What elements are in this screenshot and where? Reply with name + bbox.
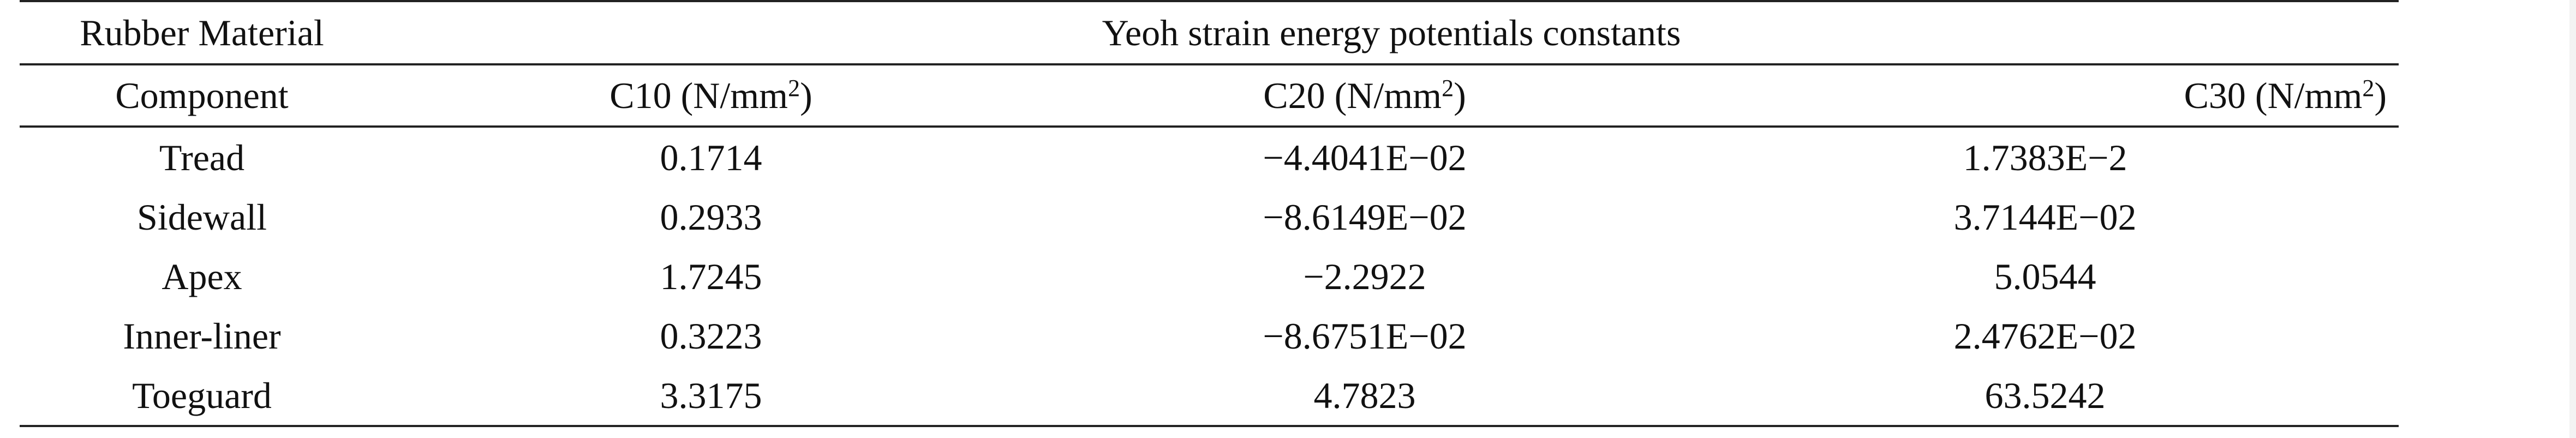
table-row: Apex 1.7245 −2.2922 5.0544 [20,247,2399,306]
page-edge-shade [2569,0,2576,438]
cell-c30: 63.5242 [1692,365,2399,427]
cell-c30: 1.7383E−2 [1963,136,2127,178]
cell-component: Sidewall [137,196,267,238]
cell-c10: 0.3223 [660,315,762,357]
table-row: Sidewall 0.2933 −8.6149E−02 3.7144E−02 [20,187,2399,247]
cell-c20: −8.6751E−02 [1263,315,1467,357]
column-header-c20-suffix: ) [1454,75,1466,116]
cell-c30: 3.7144E−02 [1953,196,2137,238]
cell-c20: 4.7823 [1038,365,1692,427]
cell-c30: 5.0544 [1994,255,2096,297]
column-header-c30-exponent: 2 [2362,75,2375,101]
cell-c30: 2.4762E−02 [1953,315,2137,357]
cell-c20: −4.4041E−02 [1263,136,1467,178]
table-container: Rubber Material Yeoh strain energy poten… [20,0,2399,427]
cell-component: Tread [159,136,245,178]
cell-component: Inner-liner [123,315,281,357]
table-row: Tread 0.1714 −4.4041E−02 1.7383E−2 [20,127,2399,187]
column-header-c20: C20 (N/mm2) [1038,64,1692,128]
cell-c10: 0.1714 [660,136,762,178]
cell-c20: −8.6149E−02 [1263,196,1467,238]
cell-component: Toeguard [20,365,384,427]
column-header-c30-suffix: ) [2374,75,2387,116]
yeoh-constants-table: Rubber Material Yeoh strain energy poten… [20,0,2399,427]
column-header-c10: C10 (N/mm2) [384,64,1038,128]
header-yeoh-constants-group: Yeoh strain energy potentials constants [384,0,2399,65]
column-header-component: Component [20,64,384,128]
table-row: Inner-liner 0.3223 −8.6751E−02 2.4762E−0… [20,306,2399,365]
cell-c10: 3.3175 [384,365,1038,427]
cell-c20: −2.2922 [1303,255,1426,297]
column-header-row: Component C10 (N/mm2) C20 (N/mm2) C30 (N… [20,64,2399,128]
cell-c10: 1.7245 [660,255,762,297]
column-header-c20-label: C20 (N/mm [1263,75,1442,116]
header-rubber-material: Rubber Material [20,0,384,65]
column-header-c30: C30 (N/mm2) [1692,64,2399,128]
super-header-row: Rubber Material Yeoh strain energy poten… [20,0,2399,65]
column-header-c20-exponent: 2 [1442,75,1454,101]
column-header-c10-label: C10 (N/mm [609,75,788,116]
column-header-component-label: Component [115,75,289,116]
table-row: Toeguard 3.3175 4.7823 63.5242 [20,365,2399,427]
cell-component: Apex [162,255,242,297]
column-header-c10-exponent: 2 [788,75,800,101]
column-header-c30-label: C30 (N/mm [2184,75,2363,116]
cell-c10: 0.2933 [660,196,762,238]
column-header-c10-suffix: ) [800,75,812,116]
